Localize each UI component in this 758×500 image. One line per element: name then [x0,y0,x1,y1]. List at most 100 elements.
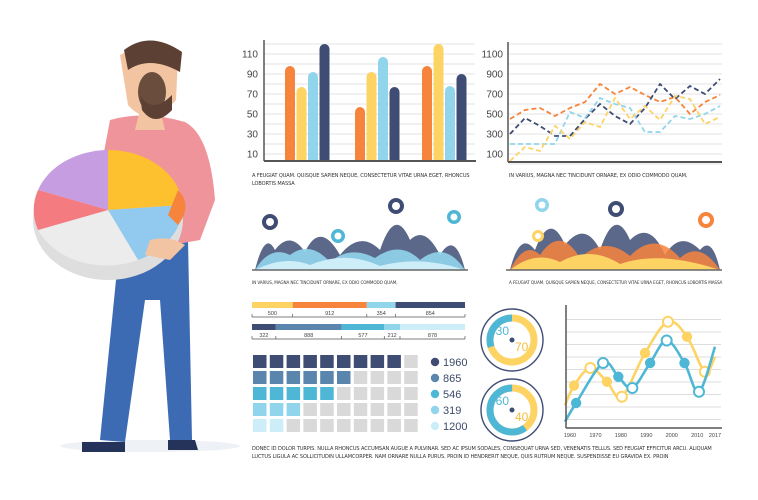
bar-segment [252,324,276,330]
series-line [509,94,721,162]
waffle-cell [337,403,351,416]
bar [285,66,295,161]
bar-segment [252,302,293,308]
bar-segment [366,302,396,308]
legend-dot [430,421,440,431]
legend-label: 546 [443,389,461,401]
bar-segment [384,324,400,330]
y-tick-label: 90 [247,70,259,81]
footer-text: Donec id dolor turpis. Nulla rhoncus acc… [252,446,712,460]
bar [378,57,388,161]
x-tick-label: 1990 [640,433,652,439]
legend-dot [430,373,440,383]
data-point [644,357,656,369]
legend-label: 865 [443,373,461,385]
bar-chart-caption: A feugiat quam. Quisque sapien neque, co… [252,173,470,187]
bar [456,74,467,161]
waffle-cell [353,387,368,400]
waffle-cell [253,419,267,432]
area-chart-right [506,198,722,271]
bar [296,87,307,161]
bar-segment [275,324,342,330]
waffle-cell [404,387,418,400]
data-point [639,347,651,359]
series-line [509,78,721,137]
y-tick-label: 110 [242,50,258,61]
segment-label: 854 [426,311,435,317]
y-tick-label: 100 [486,150,503,161]
data-point [679,357,690,369]
waffle-cell [404,371,418,384]
segment-label: 322 [259,333,268,339]
y-tick-label: 300 [486,130,503,141]
y-tick-label: 500 [486,110,503,121]
waffle-cell [253,371,267,384]
bar [355,107,365,161]
bar [433,44,444,161]
bar-segment [395,302,465,308]
waffle-cell [286,387,301,400]
waffle-cell [286,355,301,368]
waffle-cell [269,371,284,384]
data-point [597,357,610,369]
area-chart-left [252,198,468,271]
waffle-cell [337,355,351,368]
data-point [615,390,628,403]
waffle-cell [286,419,301,432]
donut-yellow-label: 70 [515,340,529,354]
legend-label: 1960 [443,357,467,369]
legend-label: 1200 [443,421,467,433]
waffle-cell [337,387,351,400]
segment-label: 212 [388,333,397,339]
bar [366,72,377,161]
waffle-cell [286,371,301,384]
x-tick-label: 1970 [589,433,601,439]
x-tick-label: 2017 [709,433,721,439]
waffle-cell [303,387,317,400]
waffle-cell [320,419,334,432]
dashed-line-chart: 1100 900 700 500 300 100 [481,42,722,165]
waffle-cell [303,403,317,416]
y-tick-label: 50 [247,110,259,121]
x-tick-label: 2010 [691,433,703,439]
waffle-cell [404,419,418,432]
data-point [626,382,639,394]
waffle-cell [404,403,418,416]
y-tick-label: 1100 [481,50,503,61]
waffle-cell [370,371,385,384]
series-curve [563,339,717,423]
donut-center [509,407,515,413]
waffle-cell [253,355,267,368]
segment-label: 500 [268,311,277,317]
bar-chart: 110 90 70 50 30 10 [242,40,476,162]
x-tick-label: 1980 [615,433,627,439]
bar-segment [341,324,385,330]
waffle-cell [269,403,284,416]
donut-blue [486,384,538,436]
waffle-cell [286,403,301,416]
waffle-cell [387,387,401,400]
bar [422,66,432,161]
segment-label: 577 [358,333,367,339]
waffle-cell [253,387,267,400]
waffle-cell [370,387,385,400]
segment-label: 888 [304,333,313,339]
area-left-caption: In varius, magna nec tincidunt ornare, e… [252,281,398,286]
data-point [568,380,580,391]
waffle-cell [303,355,317,368]
waffle-cell [320,371,334,384]
waffle-cell [253,403,267,416]
legend-dot [430,389,440,399]
y-tick-label: 900 [486,70,503,81]
waffle-cell [303,419,317,432]
y-tick-label: 700 [486,90,503,101]
waffle-cell [269,419,284,432]
waffle-cell [269,387,284,400]
waffle-cell [353,403,368,416]
waffle-cell [387,355,401,368]
bar [319,44,330,161]
y-tick-label: 10 [247,150,259,161]
waffle-cell [404,355,418,368]
waffle-cell [353,371,368,384]
